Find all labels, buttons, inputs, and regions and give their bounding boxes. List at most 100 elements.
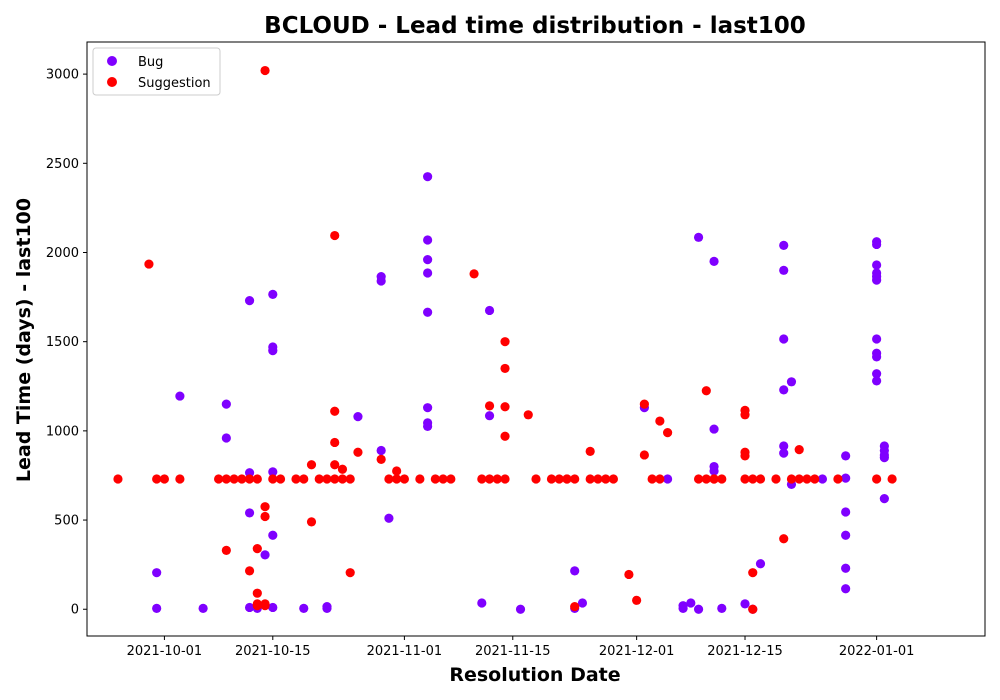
data-point-suggestion: [244, 566, 255, 576]
data-point-suggestion: [229, 474, 239, 484]
data-point-bug: [268, 602, 278, 613]
data-point-bug: [841, 451, 851, 461]
data-point-bug: [244, 602, 255, 613]
data-point-bug: [423, 268, 433, 278]
data-point-suggestion: [152, 474, 162, 484]
data-point-suggestion: [221, 474, 231, 484]
data-point-bug: [872, 369, 882, 379]
data-point-suggestion: [655, 474, 665, 484]
data-point-bug: [693, 604, 704, 614]
data-point-suggestion: [221, 545, 231, 555]
data-point-suggestion: [500, 402, 510, 412]
data-point-suggestion: [786, 474, 797, 484]
data-point-bug: [268, 467, 278, 477]
x-tick-label: 2021-12-15: [707, 644, 783, 659]
data-point-suggestion: [306, 460, 317, 470]
data-point-suggestion: [214, 474, 224, 484]
data-point-bug: [779, 334, 789, 344]
data-point-bug: [268, 289, 278, 300]
data-point-suggestion: [484, 474, 495, 484]
data-point-bug: [872, 334, 882, 344]
data-point-bug: [872, 275, 882, 285]
data-point-suggestion: [337, 474, 348, 484]
y-tick-label: 0: [71, 603, 79, 618]
data-point-bug: [779, 448, 789, 458]
data-point-suggestion: [175, 474, 185, 484]
data-point-bug: [477, 598, 487, 608]
data-point-suggestion: [570, 601, 580, 612]
data-point-bug: [872, 352, 882, 362]
data-point-suggestion: [810, 474, 820, 484]
data-point-suggestion: [593, 474, 603, 484]
data-point-suggestion: [740, 474, 750, 484]
data-point-suggestion: [477, 474, 487, 484]
data-point-suggestion: [701, 474, 711, 484]
y-tick-label: 3000: [46, 68, 79, 83]
data-point-suggestion: [415, 474, 425, 484]
data-point-suggestion: [709, 474, 719, 484]
data-point-suggestion: [701, 386, 711, 396]
data-point-suggestion: [794, 444, 804, 455]
data-point-suggestion: [345, 568, 355, 578]
data-point-bug: [663, 474, 673, 484]
data-point-bug: [423, 421, 433, 432]
data-point-suggestion: [484, 401, 495, 411]
data-point-suggestion: [500, 474, 510, 484]
data-point-bug: [484, 411, 495, 421]
data-point-suggestion: [500, 363, 510, 374]
data-point-suggestion: [585, 446, 595, 456]
data-point-suggestion: [639, 399, 649, 409]
data-point-suggestion: [647, 474, 657, 484]
data-point-suggestion: [748, 604, 758, 614]
data-point-bug: [740, 599, 750, 609]
data-point-suggestion: [740, 410, 750, 420]
y-axis-ticks: 0 500 1000 1500 2000 2500 3000: [46, 68, 87, 618]
data-point-suggestion: [469, 269, 479, 279]
legend-marker-suggestion: [107, 77, 117, 87]
data-point-suggestion: [438, 474, 448, 484]
y-tick-label: 2500: [46, 157, 79, 172]
data-point-suggestion: [601, 474, 611, 484]
data-point-bug: [717, 603, 727, 613]
data-point-suggestion: [322, 474, 332, 484]
data-point-bug: [872, 239, 882, 250]
x-tick-label: 2021-11-15: [475, 644, 551, 659]
data-point-bug: [872, 260, 882, 270]
data-point-suggestion: [159, 474, 170, 484]
data-point-suggestion: [252, 474, 262, 484]
data-point-bug: [779, 240, 789, 250]
data-point-suggestion: [268, 474, 278, 484]
data-point-bug: [322, 603, 332, 613]
data-point-bug: [709, 424, 719, 434]
data-point-suggestion: [345, 474, 355, 484]
y-tick-label: 500: [54, 514, 79, 529]
data-point-bug: [376, 276, 386, 286]
data-point-suggestion: [260, 601, 270, 611]
y-tick-label: 2000: [46, 246, 79, 261]
data-point-suggestion: [376, 454, 386, 465]
data-point-bug: [786, 377, 797, 387]
data-point-bug: [384, 513, 394, 523]
data-point-suggestion: [585, 474, 595, 484]
data-point-bug: [577, 598, 588, 608]
data-point-suggestion: [748, 568, 758, 578]
data-point-suggestion: [562, 474, 572, 484]
x-tick-label: 2022-01-01: [839, 644, 915, 659]
data-point-bug: [817, 474, 828, 484]
data-point-suggestion: [500, 337, 510, 347]
data-point-suggestion: [755, 474, 766, 484]
data-point-suggestion: [779, 534, 789, 544]
data-point-suggestion: [430, 474, 440, 484]
data-point-suggestion: [632, 595, 642, 605]
data-point-bug: [423, 172, 433, 182]
data-point-suggestion: [693, 474, 704, 484]
legend-box: [92, 47, 221, 96]
data-point-bug: [244, 296, 255, 306]
data-point-suggestion: [523, 410, 533, 420]
x-axis-label: Resolution Date: [449, 664, 620, 686]
data-point-suggestion: [794, 474, 804, 484]
data-point-bug: [268, 345, 278, 356]
data-point-bug: [709, 466, 719, 476]
data-point-bug: [879, 453, 889, 463]
data-point-bug: [175, 391, 185, 401]
